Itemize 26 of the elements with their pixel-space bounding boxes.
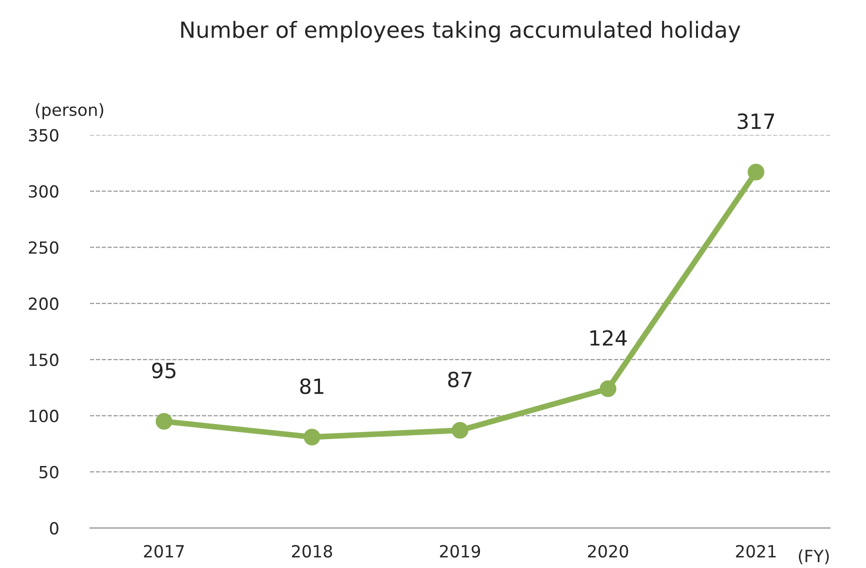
y-tick-label: 0 xyxy=(50,522,58,535)
data-label: 87 xyxy=(448,372,472,388)
y-tick-label: 350 xyxy=(28,128,58,142)
y-tick-label: 50 xyxy=(40,466,58,478)
chart-title: Number of employees taking accumulated holiday xyxy=(181,20,740,42)
y-tick-label: 250 xyxy=(28,241,58,254)
data-label: 95 xyxy=(152,362,176,378)
x-tick-label: 2021 xyxy=(736,544,776,558)
point xyxy=(452,422,468,439)
x-axis-title: (FY) xyxy=(798,549,829,564)
point xyxy=(156,412,172,430)
y-tick-label: 300 xyxy=(28,185,58,198)
y-tick-label: 150 xyxy=(29,354,58,366)
data-label: 317 xyxy=(738,113,774,130)
point xyxy=(600,380,616,398)
x-tick-label: 2019 xyxy=(440,544,480,558)
y-tick-label: 100 xyxy=(29,410,58,422)
point xyxy=(304,428,320,446)
data-label: 124 xyxy=(590,330,627,346)
y-tick-label: 200 xyxy=(28,297,58,310)
point xyxy=(748,164,764,180)
x-tick-label: 2018 xyxy=(292,544,332,558)
data-label: 81 xyxy=(300,378,324,394)
y-axis-title: (person) xyxy=(36,103,104,120)
x-tick-label: 2017 xyxy=(144,544,184,558)
x-tick-label: 2020 xyxy=(588,544,628,558)
